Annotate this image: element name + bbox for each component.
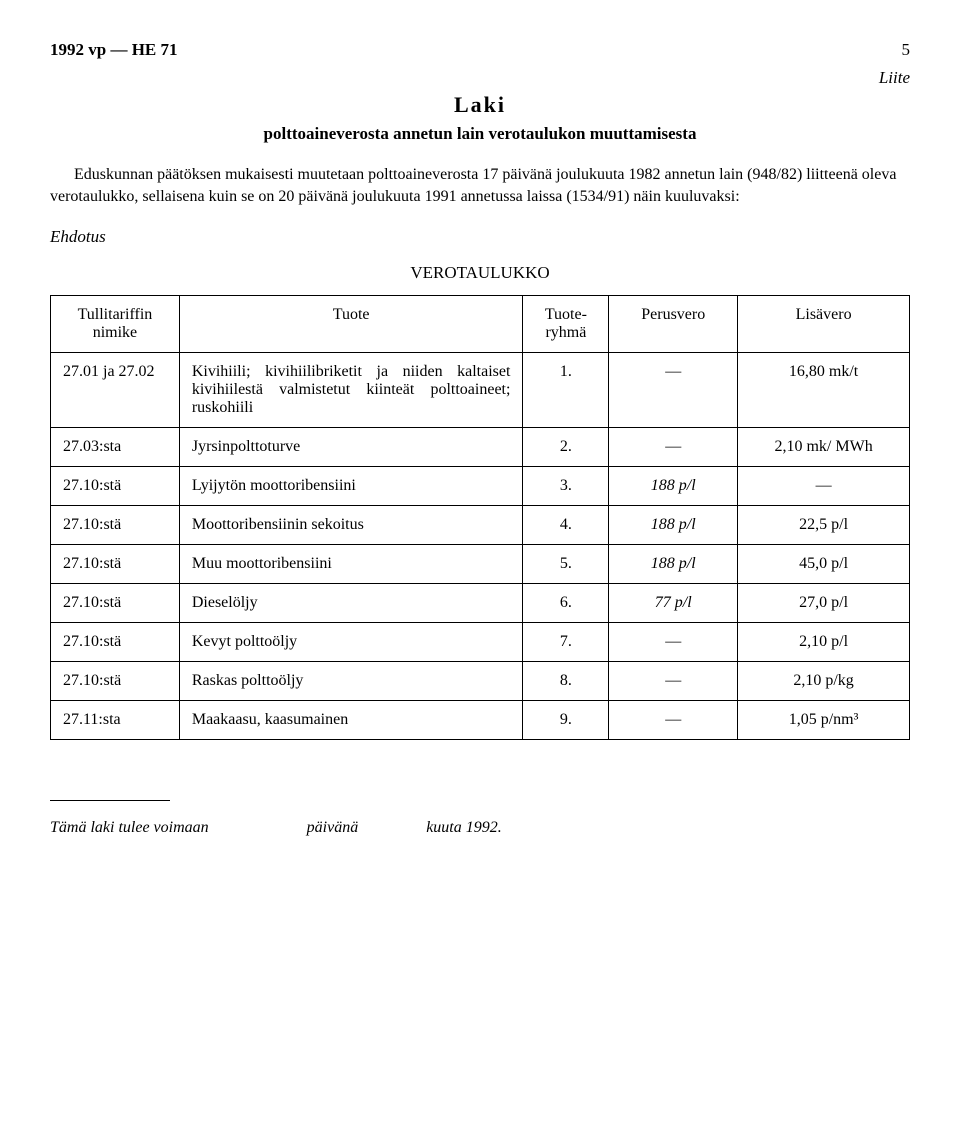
cell-nimike: 27.10:stä [51,584,180,623]
cell-tuote: Kevyt polttoöljy [179,623,523,662]
cell-tuote: Raskas polttoöljy [179,662,523,701]
cell-lisavero: 2,10 mk/ MWh [738,428,910,467]
footer-part2: päivänä [307,819,359,836]
cell-tuote: Maakaasu, kaasumainen [179,701,523,740]
table-row: 27.10:stäRaskas polttoöljy8.—2,10 p/kg [51,662,910,701]
cell-ryhma: 7. [523,623,609,662]
footer-part1: Tämä laki tulee voimaan [50,819,209,836]
col-header-nimike: Tullitariffin nimike [51,296,180,353]
cell-lisavero: 2,10 p/l [738,623,910,662]
cell-perusvero: — [609,623,738,662]
doc-reference: 1992 vp — HE 71 [50,40,178,60]
annex-label: Liite [50,68,910,88]
law-subtitle: polttoaineverosta annetun lain verotaulu… [50,124,910,144]
col-header-ryhma: Tuote-ryhmä [523,296,609,353]
tax-table: Tullitariffin nimike Tuote Tuote-ryhmä P… [50,295,910,740]
cell-nimike: 27.10:stä [51,467,180,506]
cell-nimike: 27.10:stä [51,545,180,584]
intro-paragraph: Eduskunnan päätöksen mukaisesti muutetaa… [50,164,910,207]
cell-lisavero: 45,0 p/l [738,545,910,584]
cell-tuote: Lyijytön moottoribensiini [179,467,523,506]
cell-ryhma: 6. [523,584,609,623]
cell-ryhma: 8. [523,662,609,701]
cell-tuote: Kivihiili; kivihiilibriketit ja niiden k… [179,353,523,428]
cell-perusvero: — [609,353,738,428]
cell-ryhma: 5. [523,545,609,584]
cell-perusvero: — [609,701,738,740]
proposal-label: Ehdotus [50,227,910,247]
cell-lisavero: 27,0 p/l [738,584,910,623]
cell-perusvero: 188 p/l [609,545,738,584]
cell-ryhma: 9. [523,701,609,740]
cell-perusvero: 188 p/l [609,467,738,506]
cell-perusvero: 77 p/l [609,584,738,623]
cell-lisavero: 22,5 p/l [738,506,910,545]
cell-tuote: Dieselöljy [179,584,523,623]
cell-tuote: Muu moottoribensiini [179,545,523,584]
page-number: 5 [902,40,911,60]
table-row: 27.11:staMaakaasu, kaasumainen9.—1,05 p/… [51,701,910,740]
table-row: 27.10:stäMoottoribensiinin sekoitus4.188… [51,506,910,545]
table-row: 27.10:stäKevyt polttoöljy7.—2,10 p/l [51,623,910,662]
cell-ryhma: 3. [523,467,609,506]
col-header-lisa: Lisävero [738,296,910,353]
col-header-tuote: Tuote [179,296,523,353]
cell-ryhma: 4. [523,506,609,545]
cell-tuote: Jyrsinpolttoturve [179,428,523,467]
footer-rule [50,800,170,801]
cell-nimike: 27.03:sta [51,428,180,467]
cell-lisavero: — [738,467,910,506]
cell-nimike: 27.01 ja 27.02 [51,353,180,428]
cell-tuote: Moottoribensiinin sekoitus [179,506,523,545]
law-title: Laki [50,92,910,118]
table-row: 27.03:staJyrsinpolttoturve2.—2,10 mk/ MW… [51,428,910,467]
cell-nimike: 27.10:stä [51,623,180,662]
cell-nimike: 27.10:stä [51,506,180,545]
cell-ryhma: 1. [523,353,609,428]
cell-lisavero: 16,80 mk/t [738,353,910,428]
footer-part3: kuuta 1992. [426,819,502,836]
table-row: 27.10:stäLyijytön moottoribensiini3.188 … [51,467,910,506]
cell-perusvero: 188 p/l [609,506,738,545]
table-row: 27.10:stäMuu moottoribensiini5.188 p/l45… [51,545,910,584]
header-row: 1992 vp — HE 71 5 [50,40,910,60]
cell-lisavero: 2,10 p/kg [738,662,910,701]
table-row: 27.10:stäDieselöljy6.77 p/l27,0 p/l [51,584,910,623]
cell-nimike: 27.11:sta [51,701,180,740]
cell-perusvero: — [609,662,738,701]
cell-nimike: 27.10:stä [51,662,180,701]
table-header-row: Tullitariffin nimike Tuote Tuote-ryhmä P… [51,296,910,353]
cell-perusvero: — [609,428,738,467]
cell-lisavero: 1,05 p/nm³ [738,701,910,740]
footer-line: Tämä laki tulee voimaan päivänä kuuta 19… [50,819,910,837]
table-title: VEROTAULUKKO [50,263,910,283]
table-row: 27.01 ja 27.02Kivihiili; kivihiilibriket… [51,353,910,428]
cell-ryhma: 2. [523,428,609,467]
col-header-perus: Perusvero [609,296,738,353]
